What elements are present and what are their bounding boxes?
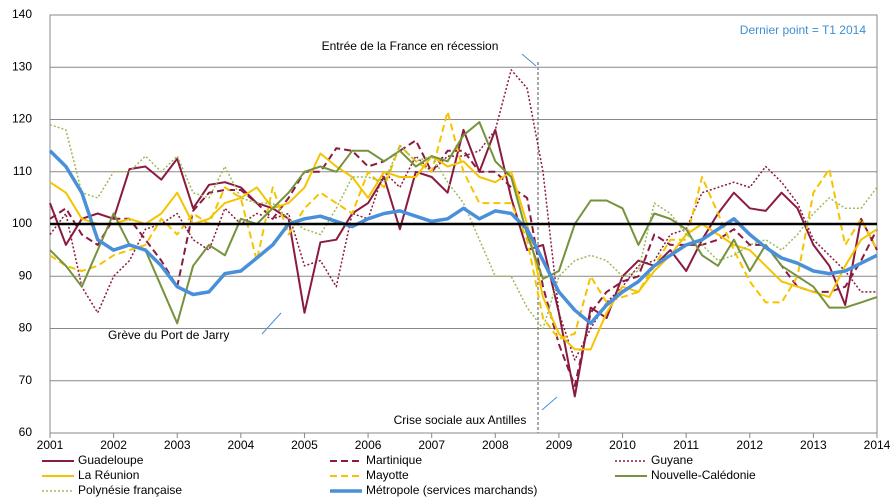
- x-tick-label: 2007: [418, 438, 445, 452]
- annotation: Grève du Port de Jarry: [108, 328, 229, 342]
- x-tick-label: 2001: [37, 438, 64, 452]
- x-tick-label: 2014: [864, 438, 891, 452]
- y-tick-label: 80: [19, 321, 33, 335]
- legend-label: Mayotte: [366, 468, 409, 482]
- series-line: [49, 121, 878, 325]
- x-tick-label: 2002: [100, 438, 127, 452]
- series-line: [49, 123, 878, 330]
- annotation-arrow: [261, 312, 282, 335]
- x-tick-label: 2004: [227, 438, 254, 452]
- series-line: [49, 110, 878, 340]
- legend-label: La Réunion: [78, 468, 139, 482]
- annotation: Entrée de la France en récession: [322, 39, 499, 53]
- x-tick-label: 2013: [800, 438, 827, 452]
- y-tick-label: 70: [19, 373, 33, 387]
- y-tick-label: 100: [12, 216, 32, 230]
- x-tick-label: 2009: [546, 438, 573, 452]
- y-tick-label: 130: [12, 59, 32, 73]
- legend-label: Guyane: [651, 453, 693, 467]
- legend-label: Nouvelle-Calédonie: [651, 468, 756, 482]
- annotation-arrow: [521, 53, 537, 67]
- x-tick-label: 2011: [673, 438, 699, 452]
- series-line: [49, 152, 878, 351]
- annotation: Crise sociale aux Antilles: [394, 413, 527, 427]
- series-line: [49, 128, 878, 398]
- legend-label: Martinique: [366, 453, 422, 467]
- x-tick-label: 2012: [736, 438, 763, 452]
- legend-label: Guadeloupe: [78, 453, 144, 467]
- y-tick-label: 140: [12, 7, 32, 21]
- series-line: [49, 69, 877, 361]
- note: Dernier point = T1 2014: [740, 23, 867, 37]
- x-tick-label: 2006: [355, 438, 382, 452]
- series-line: [49, 139, 878, 387]
- x-tick-label: 2005: [291, 438, 318, 452]
- annotation-arrow: [541, 396, 558, 411]
- x-tick-label: 2010: [609, 438, 636, 452]
- y-tick-label: 90: [19, 268, 33, 282]
- x-tick-label: 2008: [482, 438, 509, 452]
- y-tick-label: 110: [13, 164, 32, 178]
- series-line: [48, 149, 878, 326]
- legend-label: Polynésie française: [78, 483, 182, 497]
- y-tick-label: 120: [12, 112, 32, 126]
- x-tick-label: 2003: [164, 438, 191, 452]
- y-tick-label: 60: [19, 425, 33, 439]
- legend-label: Métropole (services marchands): [366, 483, 537, 497]
